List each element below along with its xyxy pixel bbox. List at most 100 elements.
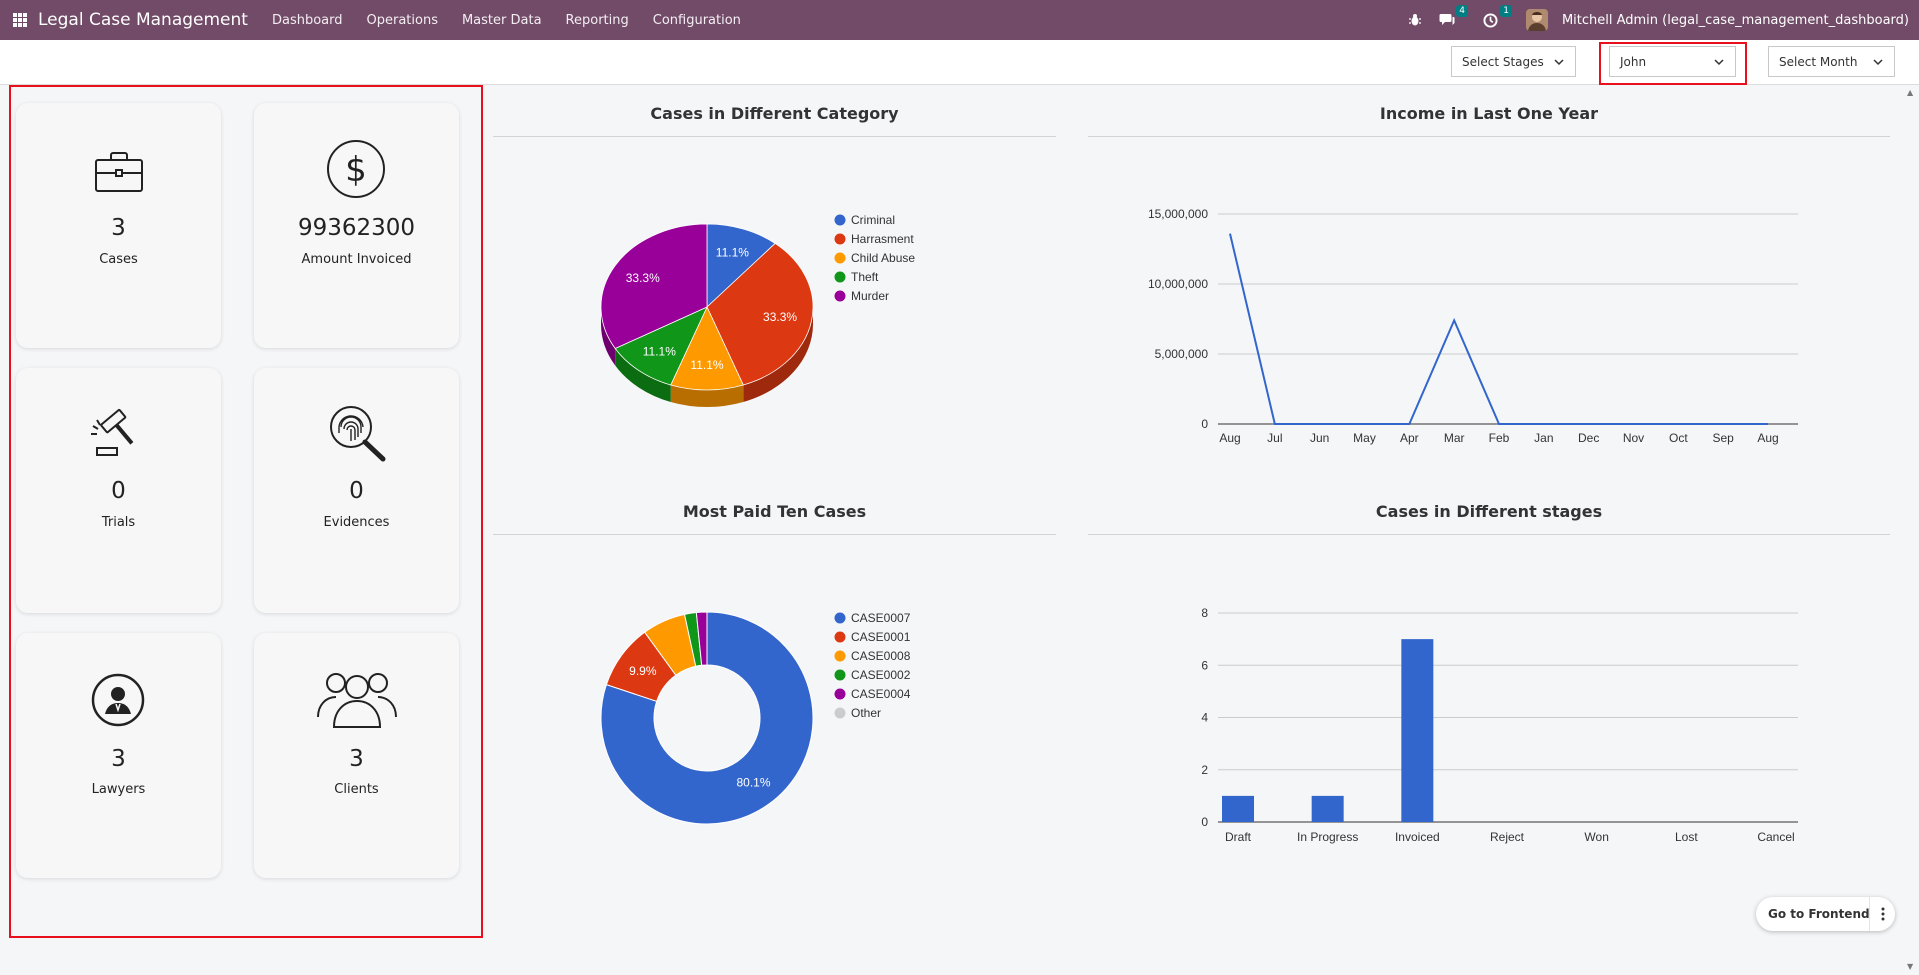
- paid-legend-label: Other: [851, 706, 881, 720]
- pie-slice-side-child-abuse: [670, 384, 744, 407]
- select-lawyer-value: John: [1620, 54, 1647, 69]
- paid-legend-label: CASE0002: [851, 668, 911, 682]
- menu-operations[interactable]: Operations: [366, 12, 438, 28]
- scroll-down-arrow-icon[interactable]: ▼: [1907, 962, 1914, 971]
- category-legend-label: Murder: [851, 289, 889, 303]
- category-legend-marker: [834, 233, 846, 245]
- income-x-tick-label: Apr: [1400, 431, 1419, 445]
- chevron-down-icon: [1554, 58, 1564, 65]
- stages-x-tick-label: Cancel: [1757, 830, 1794, 844]
- income-y-tick-label: 0: [1201, 417, 1208, 431]
- paid-donut-chart[interactable]: 80.1% 9.9% CASE0007 CASE0001 CASE0008 CASE000…: [493, 540, 1056, 840]
- user-avatar[interactable]: [1525, 9, 1548, 31]
- income-x-tick-label: Feb: [1489, 431, 1510, 445]
- income-x-tick-label: Jun: [1310, 431, 1329, 445]
- category-legend-marker: [834, 214, 846, 226]
- stages-y-tick-label: 8: [1201, 606, 1208, 620]
- kpi-clients-label: Clients: [334, 782, 379, 797]
- kpi-card-clients[interactable]: 3 Clients: [254, 633, 459, 878]
- activities-badge: 1: [1500, 5, 1512, 17]
- menu-reporting[interactable]: Reporting: [565, 12, 629, 28]
- stages-x-tick-label: Won: [1584, 830, 1608, 844]
- kpi-amount-label: Amount Invoiced: [301, 252, 412, 267]
- kpi-evidences-value: 0: [349, 478, 364, 504]
- clients-icon: [317, 673, 397, 728]
- stages-y-tick-label: 0: [1201, 815, 1208, 829]
- stages-chart-divider: [1088, 534, 1890, 535]
- kpi-evidences-label: Evidences: [323, 515, 390, 530]
- income-chart-title: Income in Last One Year: [1379, 104, 1599, 123]
- select-lawyer-dropdown[interactable]: John: [1609, 46, 1736, 77]
- app-menu-icon[interactable]: [13, 13, 27, 27]
- kpi-cases-value: 3: [111, 215, 126, 241]
- chevron-down-icon: [1714, 58, 1724, 65]
- debug-bug-icon[interactable]: [1406, 11, 1424, 29]
- fingerprint-icon: [330, 406, 386, 462]
- activities-clock-icon[interactable]: 1: [1482, 5, 1512, 29]
- stages-y-tick-label: 2: [1201, 763, 1208, 777]
- pie-slice-theft: [614, 306, 708, 386]
- kpi-trials-value: 0: [111, 478, 126, 504]
- kpi-card-evidences[interactable]: 0 Evidences: [254, 368, 459, 613]
- scroll-up-arrow-icon[interactable]: ▲: [1907, 88, 1914, 97]
- pie-slice-side-murder: [601, 307, 616, 366]
- income-y-tick-label: 5,000,000: [1155, 347, 1209, 361]
- donut-slice-label: 9.9%: [629, 664, 657, 678]
- pie-slice-murder: [600, 223, 708, 349]
- select-month-value: Select Month: [1779, 54, 1858, 69]
- select-month-dropdown[interactable]: Select Month: [1768, 46, 1895, 77]
- paid-legend-marker: [834, 669, 846, 681]
- kpi-cases-label: Cases: [99, 252, 138, 267]
- paid-chart-divider: [493, 534, 1056, 535]
- select-stages-dropdown[interactable]: Select Stages: [1451, 46, 1576, 77]
- briefcase-icon: [95, 152, 143, 192]
- messages-icon[interactable]: 4: [1438, 5, 1468, 29]
- income-x-tick-label: Nov: [1623, 431, 1644, 445]
- pie-slice-harrasment: [706, 242, 814, 386]
- more-options-icon[interactable]: [1869, 897, 1895, 931]
- kpi-card-lawyers[interactable]: 3 Lawyers: [16, 633, 221, 878]
- income-line-chart[interactable]: 0 5,000,000 10,000,000 15,000,000 Aug Jul Jun M…: [1088, 140, 1890, 470]
- income-x-tick-label: Jan: [1534, 431, 1553, 445]
- income-chart-divider: [1088, 136, 1890, 137]
- category-legend-label: Criminal: [851, 213, 895, 227]
- paid-legend-marker: [834, 631, 846, 643]
- go-to-frontend-button[interactable]: Go to Frontend: [1756, 897, 1895, 931]
- donut-slice-case0007: [600, 611, 814, 825]
- stages-y-tick-label: 6: [1201, 658, 1208, 672]
- category-pie-chart[interactable]: 11.1% 33.3% 11.1% 11.1% 33.3% Criminal Harrasm…: [493, 140, 1056, 470]
- income-x-tick-label: Sep: [1712, 431, 1734, 445]
- paid-legend-label: CASE0008: [851, 649, 911, 663]
- paid-legend-marker: [834, 688, 846, 700]
- kpi-card-trials[interactable]: 0 Trials: [16, 368, 221, 613]
- stages-y-tick-label: 4: [1201, 711, 1208, 725]
- pie-slice-child-abuse: [670, 306, 744, 391]
- kpi-trials-label: Trials: [101, 515, 136, 530]
- paid-legend-label: CASE0001: [851, 630, 911, 644]
- category-chart-divider: [493, 136, 1056, 137]
- pie-slice-side-theft: [615, 348, 671, 402]
- menu-configuration[interactable]: Configuration: [652, 12, 741, 28]
- pie-slice-side-harrasment: [743, 307, 813, 402]
- stages-bar-chart[interactable]: 0 2 4 6 8 Draft In Progress Invoiced Reject Won Lo…: [1088, 540, 1890, 860]
- top-navbar: Legal Case Management Dashboard Operatio…: [0, 0, 1919, 40]
- pie-slice-label: 33.3%: [763, 310, 797, 324]
- paid-legend-marker: [834, 612, 846, 624]
- kpi-clients-value: 3: [349, 746, 364, 772]
- stages-bar-in-progress: [1311, 795, 1344, 822]
- paid-legend-label: CASE0004: [851, 687, 911, 701]
- menu-dashboard[interactable]: Dashboard: [271, 12, 343, 28]
- paid-chart-title: Most Paid Ten Cases: [682, 502, 867, 521]
- kpi-card-amount-invoiced[interactable]: $ 99362300 Amount Invoiced: [254, 103, 459, 348]
- kpi-card-cases[interactable]: 3 Cases: [16, 103, 221, 348]
- go-to-frontend-label: Go to Frontend: [1768, 907, 1870, 921]
- pie-slice-label: 33.3%: [626, 271, 660, 285]
- user-menu-label[interactable]: Mitchell Admin (legal_case_management_da…: [1561, 12, 1909, 28]
- pie-slice-label: 11.1%: [643, 345, 676, 359]
- paid-legend-marker: [834, 650, 846, 662]
- chevron-down-icon: [1873, 58, 1883, 65]
- menu-master-data[interactable]: Master Data: [461, 12, 542, 28]
- lawyer-icon: [91, 673, 145, 727]
- income-x-tick-label: Aug: [1219, 431, 1240, 445]
- app-title[interactable]: Legal Case Management: [38, 10, 248, 30]
